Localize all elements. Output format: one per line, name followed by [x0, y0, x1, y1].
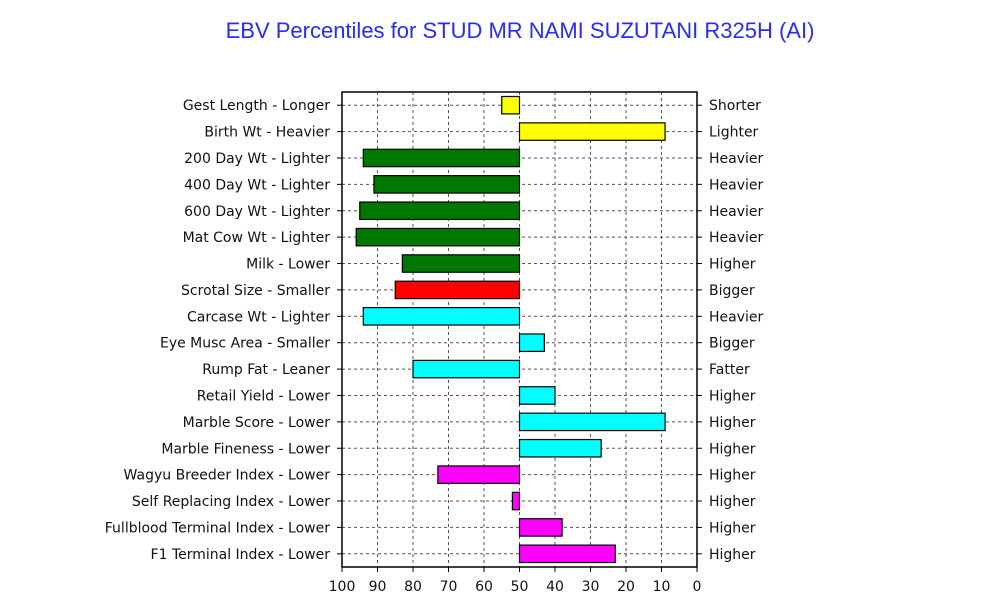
category-label: Scrotal Size - Smaller [181, 283, 330, 299]
category-label: Birth Wt - Heavier [204, 125, 330, 141]
direction-label: Lighter [709, 125, 759, 141]
x-tick-label: 20 [617, 579, 635, 595]
bar [373, 175, 521, 194]
direction-label: Bigger [709, 336, 755, 352]
category-label: Rump Fat - Leaner [202, 362, 330, 378]
tick-marks [337, 104, 702, 572]
category-label: Eye Musc Area - Smaller [160, 336, 330, 352]
category-label: 200 Day Wt - Lighter [184, 151, 330, 167]
x-tick-label: 30 [582, 579, 600, 595]
x-tick-label: 40 [546, 579, 564, 595]
direction-label: Heavier [709, 151, 764, 167]
direction-label: Higher [709, 468, 756, 484]
x-tick-labels: 100 90 80 70 60 50 40 30 20 10 0 [329, 579, 702, 595]
bar [518, 333, 545, 353]
direction-label: Heavier [709, 230, 764, 246]
bar [401, 254, 521, 273]
bar [362, 306, 521, 326]
x-tick-label: 50 [511, 579, 529, 595]
bar [394, 280, 521, 300]
category-label: Carcase Wt - Lighter [187, 309, 330, 325]
category-label: Gest Length - Longer [183, 98, 330, 114]
bar [518, 386, 556, 405]
bar [359, 201, 521, 221]
bar [518, 122, 666, 141]
x-tick-label: 60 [475, 579, 493, 595]
direction-label: Bigger [709, 283, 755, 299]
category-label: F1 Terminal Index - Lower [151, 547, 331, 563]
bar [355, 227, 521, 247]
x-tick-label: 0 [693, 579, 702, 595]
bar [518, 518, 563, 537]
left-labels: Gest Length - Longer Birth Wt - Heavier 20… [105, 98, 330, 563]
bar [437, 465, 521, 484]
direction-label: Heavier [709, 204, 764, 220]
direction-label: Higher [709, 547, 756, 563]
category-label: Marble Score - Lower [183, 415, 331, 431]
bar [362, 148, 521, 168]
category-label: Self Replacing Index - Lower [132, 494, 330, 510]
direction-label: Higher [709, 441, 756, 457]
direction-label: Heavier [709, 309, 764, 325]
category-label: 400 Day Wt - Lighter [184, 177, 330, 193]
direction-label: Higher [709, 415, 756, 431]
direction-label: Higher [709, 520, 756, 536]
category-label: 600 Day Wt - Lighter [184, 204, 330, 220]
bar [518, 544, 616, 564]
category-label: Milk - Lower [246, 257, 330, 273]
bar [501, 95, 521, 115]
direction-label: Higher [709, 388, 756, 404]
x-tick-label: 70 [440, 579, 458, 595]
bars [355, 95, 666, 564]
category-label: Retail Yield - Lower [197, 388, 330, 404]
category-label: Marble Fineness - Lower [161, 441, 330, 457]
x-tick-label: 90 [369, 579, 387, 595]
chart-title: EBV Percentiles for STUD MR NAMI SUZUTAN… [225, 18, 815, 43]
direction-label: Shorter [709, 98, 761, 114]
bar [511, 491, 521, 511]
direction-label: Higher [709, 494, 756, 510]
category-label: Wagyu Breeder Index - Lower [124, 468, 331, 484]
direction-label: Higher [709, 257, 756, 273]
direction-label: Fatter [709, 362, 750, 378]
bar [518, 438, 602, 458]
category-label: Mat Cow Wt - Lighter [183, 230, 331, 246]
bar [518, 412, 666, 432]
category-label: Fullblood Terminal Index - Lower [105, 520, 330, 536]
x-tick-label: 80 [404, 579, 422, 595]
right-labels: Shorter Lighter Heavier Heavier Heavier Heavi… [709, 98, 764, 563]
x-tick-label: 100 [329, 579, 356, 595]
direction-label: Heavier [709, 177, 764, 193]
x-tick-label: 10 [653, 579, 671, 595]
bar [412, 359, 521, 379]
